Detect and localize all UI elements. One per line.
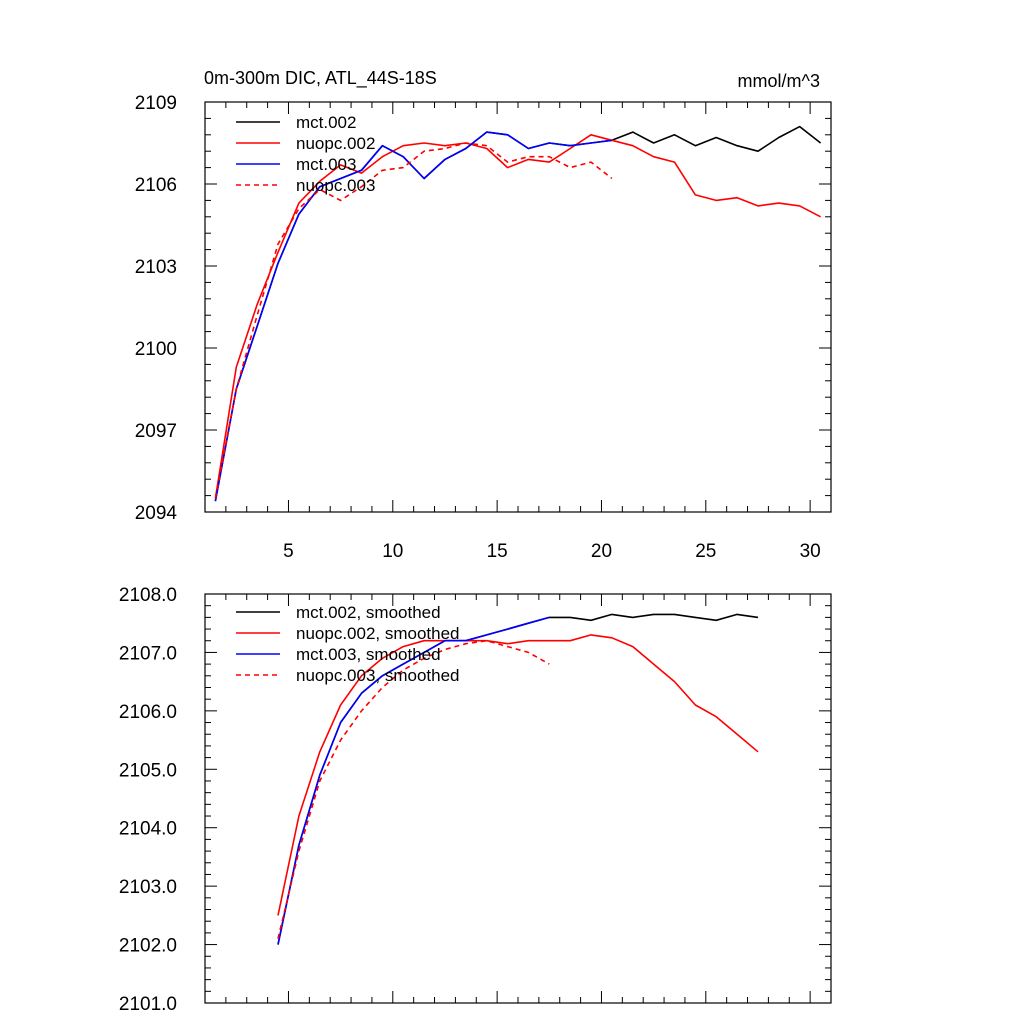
legend-label: mct.003	[296, 155, 356, 174]
series-line-mct-003	[214, 131, 613, 502]
y-tick-label: 2103	[135, 257, 177, 278]
series-line-nuopc-002-smoothed	[277, 634, 759, 916]
legend-label: mct.002, smoothed	[296, 603, 441, 622]
x-tick-label: 25	[695, 541, 716, 562]
y-tick-label: 2104.0	[119, 819, 177, 840]
y-tick-label: 2094	[135, 503, 178, 524]
y-tick-label: 2100	[135, 339, 177, 360]
legend: mct.002 nuopc.002 mct.003 nuopc.003	[236, 113, 375, 195]
top-panel-title: 0m-300m DIC, ATL_44S-18S	[204, 68, 437, 89]
series-line-nuopc-002	[214, 134, 821, 499]
y-tick-label: 2106.0	[119, 702, 177, 723]
x-tick-label: 30	[800, 541, 821, 562]
y-tick-label: 2108.0	[119, 585, 177, 606]
series-line-nuopc-003	[214, 142, 613, 499]
x-tick-label: 15	[487, 541, 508, 562]
y-tick-label: 2103.0	[119, 877, 177, 898]
legend-label: nuopc.003	[296, 176, 375, 195]
legend-label: mct.002	[296, 113, 356, 132]
y-tick-label: 2106	[135, 175, 177, 196]
top-panel-units-label: mmol/m^3	[738, 71, 820, 91]
y-tick-label: 2102.0	[119, 936, 177, 957]
y-tick-label: 2107.0	[119, 643, 177, 664]
legend: mct.002, smoothed nuopc.002, smoothed mct.…	[236, 603, 460, 685]
legend-label: nuopc.003, smoothed	[296, 666, 460, 685]
y-tick-label: 2109	[135, 93, 177, 114]
legend-label: nuopc.002, smoothed	[296, 624, 460, 643]
legend-label: nuopc.002	[296, 134, 375, 153]
bottom-panel: 2101.0 2102.0 2103.0 2104.0 2105.0 2106.0 2107…	[119, 585, 832, 1015]
series-line-nuopc-003-smoothed	[277, 639, 550, 939]
series-line-mct-003-smoothed	[277, 616, 550, 945]
y-tick-label: 2105.0	[119, 760, 177, 781]
y-tick-label: 2101.0	[119, 994, 177, 1015]
x-tick-label: 10	[382, 541, 403, 562]
legend-label: mct.003, smoothed	[296, 645, 441, 664]
y-tick-label: 2097	[135, 421, 177, 442]
x-tick-label: 5	[283, 541, 294, 562]
top-panel-plot: 5 10 15 20 25 30 2094 2097 2100 2103 2106 2109 mct.0…	[135, 93, 832, 562]
x-tick-label: 20	[591, 541, 612, 562]
top-panel: 0m-300m DIC, ATL_44S-18S mmol/m^3 5 10 15 2…	[135, 68, 832, 562]
bottom-panel-plot: 2101.0 2102.0 2103.0 2104.0 2105.0 2106.0 2107…	[119, 585, 832, 1015]
